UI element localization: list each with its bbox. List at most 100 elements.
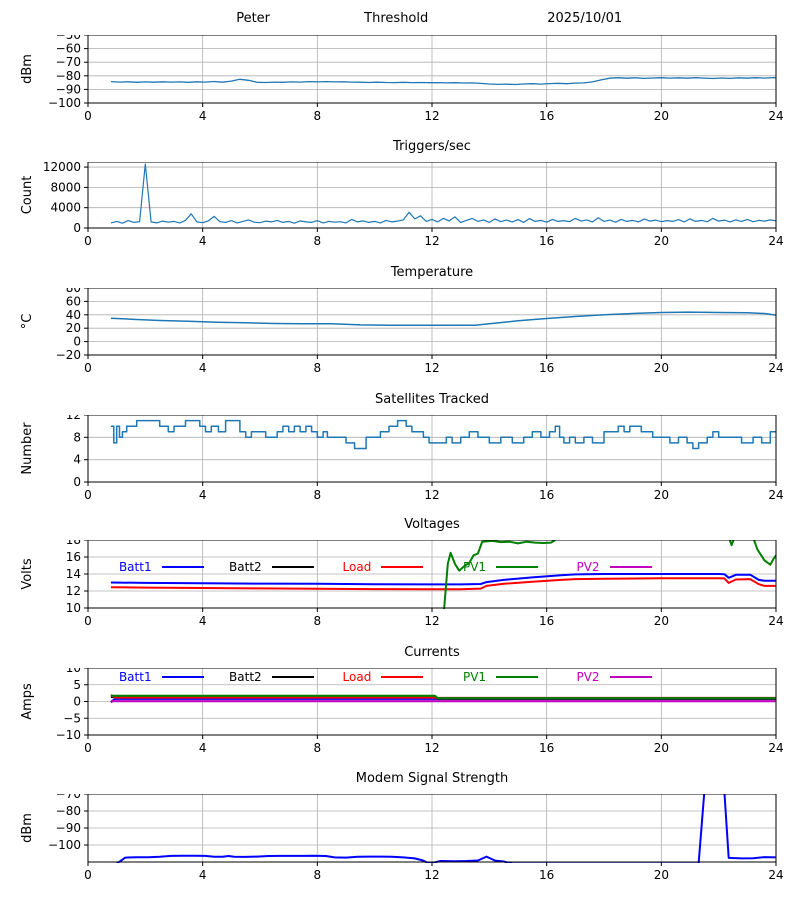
svg-text:12: 12 [424,234,439,248]
svg-text:8: 8 [73,430,81,444]
svg-text:24: 24 [768,741,783,755]
chart-title-temperature: Temperature [390,265,474,280]
svg-text:0: 0 [84,614,92,628]
svg-text:14: 14 [66,567,81,581]
voltages-plot: 0 4 8 12 16 20 24 10 12 14 16 18 Volts [20,540,784,628]
panel-receiver-signal: Peter Threshold 2025/10/01 0 4 8 12 16 20 24 −1… [0,9,800,127]
svg-text:12000: 12000 [43,162,81,174]
svg-text:16: 16 [539,741,554,755]
panel-satellites: Satellites Tracked 0 4 8 12 16 20 24 0 4 8 12 Numbe… [0,389,800,506]
svg-text:−100: −100 [48,96,81,110]
svg-text:16: 16 [539,488,554,502]
svg-text:0: 0 [84,361,92,375]
legend-line-pv2 [609,676,652,678]
legend-entry-batt2: Batt2 [229,559,314,575]
currents-plot: 0 4 8 12 16 20 24 −10 −5 0 5 10 Amps [20,668,784,755]
svg-text:−100: −100 [48,838,81,852]
svg-text:4000: 4000 [50,201,81,215]
legend-entry-pv2: PV2 [576,559,652,575]
svg-text:Volts: Volts [20,558,35,590]
legend-label-pv1: PV1 [462,670,487,684]
legend-label-load: Load [342,560,372,574]
svg-text:0: 0 [84,488,92,502]
panel-voltages: Voltages 0 4 8 12 16 20 24 10 12 14 16 18 Volts Batt… [0,514,800,632]
legend-line-batt2 [271,676,314,678]
header-station-name: Peter [236,11,271,26]
svg-text:20: 20 [66,321,81,335]
legend-line-load [381,676,424,678]
svg-text:5: 5 [73,678,81,692]
svg-text:Number: Number [20,422,35,475]
svg-text:16: 16 [539,868,554,882]
svg-text:−10: −10 [56,728,81,742]
svg-text:12: 12 [424,361,439,375]
svg-text:16: 16 [539,109,554,123]
svg-text:−20: −20 [56,348,81,362]
legend-entry-pv2: PV2 [576,669,652,685]
svg-text:24: 24 [768,234,783,248]
svg-text:8000: 8000 [50,180,81,194]
svg-text:−90: −90 [56,82,81,96]
svg-text:16: 16 [539,234,554,248]
legend-entry-pv1: PV1 [462,559,539,575]
svg-text:0: 0 [73,475,81,489]
svg-text:8: 8 [314,741,322,755]
svg-text:60: 60 [66,294,81,308]
legend-label-pv1: PV1 [462,560,487,574]
svg-text:−70: −70 [56,55,81,69]
svg-text:20: 20 [654,488,669,502]
svg-text:Count: Count [20,176,35,215]
legend-entry-batt2: Batt2 [229,669,314,685]
svg-text:4: 4 [199,109,207,123]
svg-text:0: 0 [84,868,92,882]
svg-text:24: 24 [768,868,783,882]
svg-text:4: 4 [199,488,207,502]
svg-text:10: 10 [66,601,81,615]
legend-entry-pv1: PV1 [462,669,539,685]
chart-title-currents: Currents [404,645,460,660]
chart-title-voltages: Voltages [404,517,460,532]
svg-text:0: 0 [84,109,92,123]
svg-text:0: 0 [84,741,92,755]
legend-line-batt1 [161,566,204,568]
triggers-plot: 0 4 8 12 16 20 24 0 4000 8000 12000 Count [20,162,784,248]
svg-text:80: 80 [66,288,81,295]
receiver-signal-plot: 0 4 8 12 16 20 24 −100−90−80−70−60−50 dBm [20,35,784,123]
panel-temperature: Temperature 0 4 8 12 16 20 24 −20 0 20 40 60 80 °C [0,262,800,379]
svg-text:8: 8 [314,868,322,882]
svg-text:4: 4 [199,234,207,248]
svg-text:0: 0 [84,234,92,248]
legend-line-pv1 [496,566,539,568]
panel-currents: Currents 0 4 8 12 16 20 24 −10 −5 0 5 10 Amps Batt1 … [0,642,800,759]
legend-line-pv1 [496,676,539,678]
svg-text:Amps: Amps [20,683,35,720]
svg-text:8: 8 [314,109,322,123]
panel-triggers: Triggers/sec 0 4 8 12 16 20 24 0 4000 8000 12000 Co… [0,136,800,252]
svg-text:−50: −50 [56,35,81,42]
legend-label-pv2: PV2 [576,560,600,574]
svg-text:8: 8 [314,614,322,628]
svg-text:20: 20 [654,614,669,628]
legend-label-load: Load [342,670,372,684]
legend-label-batt2: Batt2 [229,670,262,684]
svg-text:dBm: dBm [20,54,35,84]
chart-title-triggers: Triggers/sec [393,139,471,154]
svg-text:16: 16 [539,614,554,628]
svg-text:20: 20 [654,741,669,755]
legend-line-load [381,566,424,568]
svg-text:−60: −60 [56,42,81,56]
svg-text:24: 24 [768,614,783,628]
header-threshold-label: Threshold [364,11,429,26]
modem-signal-plot: 0 4 8 12 16 20 24 −100 −90 −80 −70 dBm [20,794,784,882]
voltages-legend: Batt1 Batt2 Load PV1 PV2 [88,559,776,575]
svg-text:12: 12 [424,109,439,123]
svg-text:8: 8 [314,361,322,375]
svg-text:4: 4 [199,741,207,755]
legend-label-pv2: PV2 [576,670,600,684]
svg-text:0: 0 [73,335,81,349]
svg-text:8: 8 [314,488,322,502]
svg-text:20: 20 [654,868,669,882]
svg-text:10: 10 [66,668,81,675]
legend-line-pv2 [609,566,652,568]
